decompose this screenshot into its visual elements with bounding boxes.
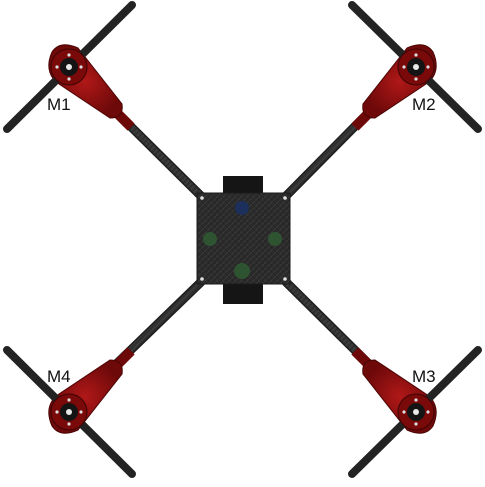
sensor-led-right bbox=[268, 232, 282, 246]
motor-label-m3: M3 bbox=[412, 367, 436, 386]
motor-label-m4: M4 bbox=[47, 367, 71, 386]
motor-hub-m2 bbox=[397, 48, 435, 86]
status-led bbox=[235, 201, 249, 215]
motor-hub-m4 bbox=[50, 393, 88, 431]
motor-hub-m3 bbox=[397, 393, 435, 431]
sensor-led-bottom bbox=[234, 263, 250, 279]
sensor-led-left bbox=[203, 232, 217, 246]
plate-screws bbox=[200, 196, 287, 281]
motor-label-m1: M1 bbox=[47, 95, 71, 114]
arms-group bbox=[103, 99, 382, 377]
motor-hubs bbox=[50, 48, 435, 431]
motor-label-m2: M2 bbox=[412, 95, 436, 114]
motor-hub-m1 bbox=[50, 48, 88, 86]
